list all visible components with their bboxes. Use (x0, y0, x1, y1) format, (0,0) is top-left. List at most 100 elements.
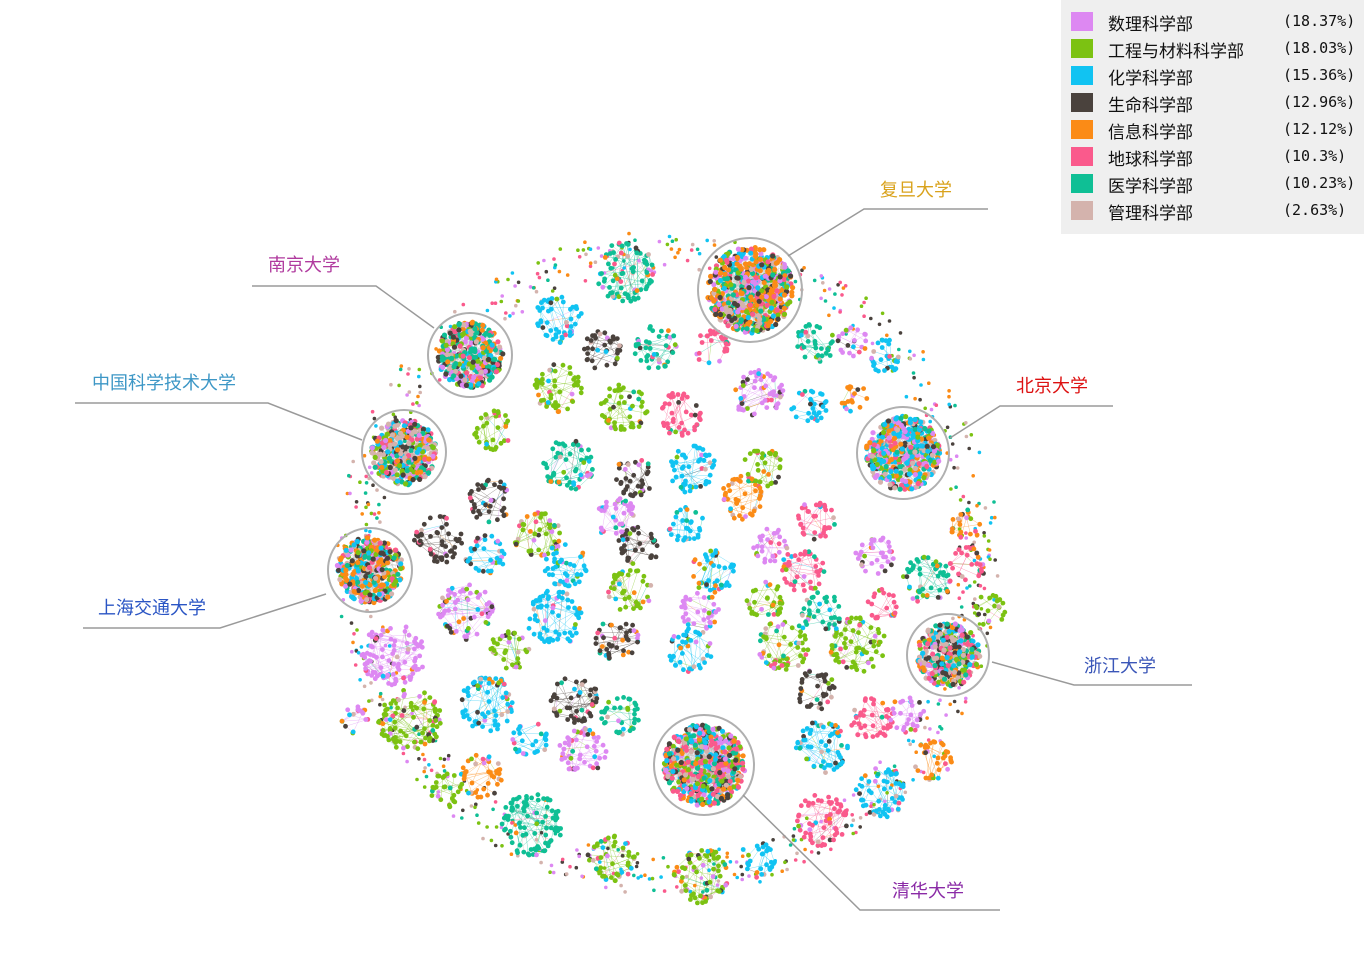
network-edge (601, 255, 647, 274)
network-edge (370, 645, 405, 663)
network-node (739, 864, 743, 869)
network-edge (911, 569, 947, 577)
network-node (850, 823, 854, 828)
network-edge (732, 483, 760, 499)
network-node (619, 271, 625, 277)
network-edge (554, 556, 581, 560)
network-edge (808, 341, 828, 350)
network-node (811, 329, 817, 335)
network-node (655, 365, 661, 370)
network-node (578, 390, 584, 396)
network-node (728, 860, 733, 864)
network-node (648, 324, 653, 329)
network-edge (558, 382, 577, 412)
network-edge (760, 634, 775, 662)
network-node (555, 409, 561, 415)
network-edge (587, 333, 601, 354)
network-node (489, 838, 494, 843)
network-edge (798, 518, 825, 530)
network-edge (913, 565, 937, 569)
network-node (500, 844, 504, 848)
network-node (852, 338, 857, 343)
network-node (646, 365, 652, 371)
network-edge (649, 342, 667, 346)
network-edge (460, 591, 465, 637)
network-edge (479, 426, 506, 443)
network-edge (497, 427, 505, 441)
network-edge (847, 622, 860, 649)
network-edge (609, 396, 630, 420)
network-node (635, 861, 640, 865)
network-node (716, 879, 721, 883)
network-edge (416, 707, 436, 719)
network-node (993, 558, 997, 562)
network-node (583, 240, 587, 244)
network-node (369, 471, 374, 475)
network-node (630, 424, 636, 430)
network-edge (754, 385, 767, 414)
network-node (564, 872, 569, 876)
network-edge (788, 561, 814, 589)
network-node (679, 420, 684, 426)
network-node (618, 394, 624, 400)
network-edge (813, 331, 828, 350)
network-node (681, 391, 687, 397)
network-node (830, 332, 835, 338)
network-node (964, 421, 968, 425)
network-node (473, 805, 477, 810)
network-edge (750, 478, 753, 514)
network-node (453, 309, 457, 314)
network-node (939, 727, 944, 731)
network-edge (610, 274, 653, 294)
network-node (675, 885, 679, 889)
network-node (556, 329, 562, 335)
network-node (712, 239, 716, 243)
network-node (903, 790, 908, 795)
network-node (923, 725, 927, 730)
network-node (571, 382, 577, 388)
network-node (590, 333, 595, 339)
network-edge (395, 700, 426, 729)
network-node (371, 483, 375, 488)
network-node (670, 350, 676, 355)
network-edge (785, 569, 819, 576)
network-edge (477, 428, 497, 448)
network-node (925, 716, 929, 720)
network-edge (683, 507, 686, 541)
network-node (619, 883, 623, 888)
network-node (509, 852, 514, 856)
network-node (669, 410, 675, 416)
network-node (725, 851, 730, 856)
network-node (875, 340, 881, 346)
network-node (851, 353, 856, 359)
network-node (405, 393, 409, 397)
network-node (469, 804, 474, 808)
network-node (461, 808, 465, 813)
network-edge (609, 416, 630, 420)
network-node (651, 352, 657, 357)
network-node (911, 778, 915, 782)
network-node (982, 534, 987, 538)
network-node (632, 351, 638, 357)
network-node (880, 337, 885, 343)
network-node (952, 465, 956, 470)
network-edge (798, 335, 823, 356)
network-node (696, 357, 702, 362)
network-node (576, 248, 580, 252)
network-edge (625, 533, 640, 544)
network-node (623, 890, 627, 894)
network-node (988, 557, 992, 561)
network-edge (399, 717, 414, 742)
network-edge (549, 301, 557, 330)
network-node (644, 358, 650, 364)
network-node (673, 255, 677, 260)
network-node (476, 821, 481, 825)
network-node (508, 314, 512, 318)
network-node (992, 500, 996, 504)
network-node (699, 876, 704, 880)
network-node (667, 430, 672, 436)
network-node (596, 246, 601, 250)
network-node (636, 424, 642, 429)
network-node (369, 614, 373, 619)
network-node (666, 401, 672, 407)
